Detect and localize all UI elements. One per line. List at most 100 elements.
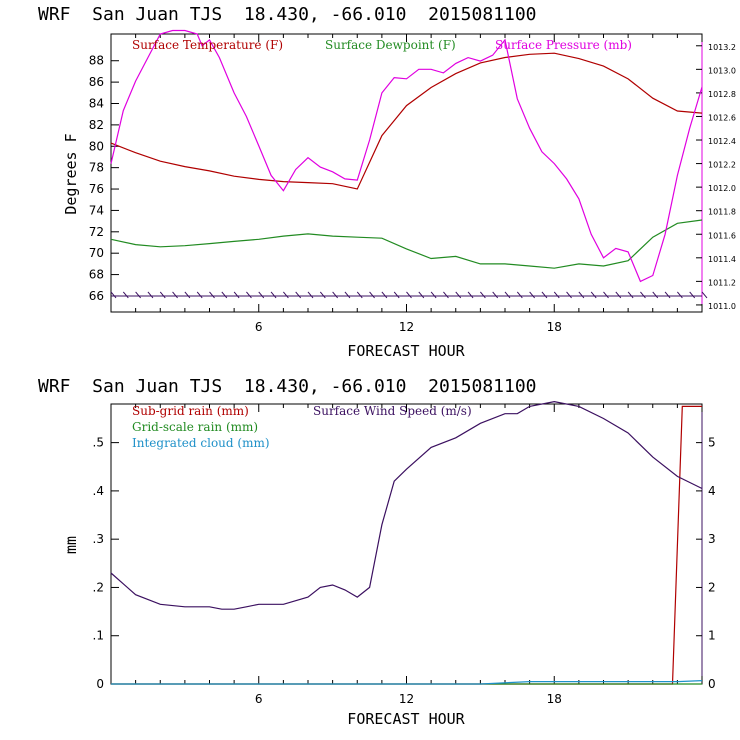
y2-tick-label: 1 [708,629,716,643]
wind-barb [689,291,696,299]
wind-barb [553,291,560,299]
y2-tick-label: 5 [708,436,716,450]
series-line-surface-pressure-mb [110,29,703,283]
chart2-xlabel: FORECAST HOUR [347,710,465,728]
wind-barb [578,291,585,299]
y-tick-label: .4 [93,484,104,498]
y-tick-label: 84 [89,97,104,111]
legend-entry: Surface Dewpoint (F) [325,38,456,52]
y2-tick-label: 1011.0 [708,302,736,311]
wind-barb [529,291,536,299]
y2-tick-label: 4 [708,484,716,498]
y2-tick-label: 1012.2 [708,161,736,170]
y-tick-label: 68 [89,268,104,282]
legend-entry: Surface Wind Speed (m/s) [313,404,472,418]
y2-tick-label: 1011.8 [708,208,736,217]
wind-barb [541,291,548,299]
wind-barb [344,291,351,299]
y-tick-label: .2 [93,580,104,594]
y2-tick-label: 2 [708,580,716,594]
y-tick-label: 76 [89,182,104,196]
wind-barb [135,291,142,299]
x-tick-label: 12 [399,320,414,334]
wind-barb [270,291,277,299]
y-tick-label: 78 [89,161,104,175]
legend-entry: Surface Temperature (F) [132,38,283,52]
wind-barb [664,291,671,299]
wind-barb [566,291,572,299]
y2-tick-label: 3 [708,532,716,546]
wind-barb [615,291,622,299]
wind-barb [430,291,437,299]
y-tick-label: 72 [89,225,104,239]
wind-barb [455,291,462,299]
wind-barb [701,291,708,299]
chart1-frame [110,33,703,313]
wind-barb [504,291,511,299]
wind-barb [258,291,265,299]
wind-barb [479,291,486,299]
y-tick-label: 70 [89,246,104,260]
wind-barb [172,291,178,299]
y2-tick-label: 1012.8 [708,90,736,99]
wind-barb [332,291,339,299]
y2-tick-label: 0 [708,677,716,691]
wind-barb [590,291,597,299]
series-line-surface-dewpoint-f [110,219,703,269]
wind-barb [319,291,326,299]
wind-barb [393,291,400,299]
wind-barb [640,291,646,299]
x-tick-label: 18 [547,692,562,706]
y2-tick-label: 1013.2 [708,43,736,52]
wind-barb [184,291,191,299]
y2-tick-label: 1011.4 [708,255,736,264]
wind-barb [233,291,240,299]
wind-barb [381,291,388,299]
wind-barb [122,291,129,299]
wind-barb [406,291,412,299]
y-tick-label: 80 [89,139,104,153]
wind-barb [627,291,634,299]
wind-barb [356,291,363,299]
wind-barb [418,291,425,299]
y-tick-label: 74 [89,203,104,217]
legend-entry: Integrated cloud (mm) [132,436,270,450]
series-line-surface-wind-speed-m-s [110,400,703,610]
y2-tick-label: 1012.4 [708,137,736,146]
wind-barb [369,291,375,299]
y2-tick-label: 1012.6 [708,113,736,122]
x-tick-label: 18 [547,320,562,334]
series-line-integrated-cloud-mm [111,680,703,685]
y-tick-label: 82 [89,118,104,132]
wind-barb [295,291,302,299]
wind-barb [443,291,449,299]
y2-tick-label: 1012.0 [708,184,736,193]
wind-barb [159,291,166,299]
y-tick-label: 88 [89,54,104,68]
series-line-surface-temperature-f [110,52,703,190]
x-tick-label: 6 [255,692,263,706]
wind-barb [492,291,499,299]
wind-barb [110,291,117,299]
y-tick-label: .3 [93,532,104,546]
wind-barb [282,291,289,299]
wind-barb [246,291,252,299]
y-tick-label: 66 [89,289,104,303]
wind-barb [307,291,314,299]
legend-entry: Sub-grid rain (mm) [132,404,249,418]
x-tick-label: 6 [255,320,263,334]
wind-barb [603,291,609,299]
wind-barb [516,291,523,299]
y-tick-label: 86 [89,75,104,89]
y-tick-label: 0 [96,677,104,691]
legend-entry: Surface Pressure (mb) [495,38,632,52]
chart1-xlabel: FORECAST HOUR [347,342,465,360]
legend-entry: Grid-scale rain (mm) [132,420,258,434]
x-tick-label: 12 [399,692,414,706]
y2-tick-label: 1011.2 [708,278,736,287]
y2-tick-label: 1011.6 [708,231,736,240]
wind-barb [221,291,228,299]
wind-barb [209,291,215,299]
chart1-ylabel: Degrees F [62,133,80,214]
